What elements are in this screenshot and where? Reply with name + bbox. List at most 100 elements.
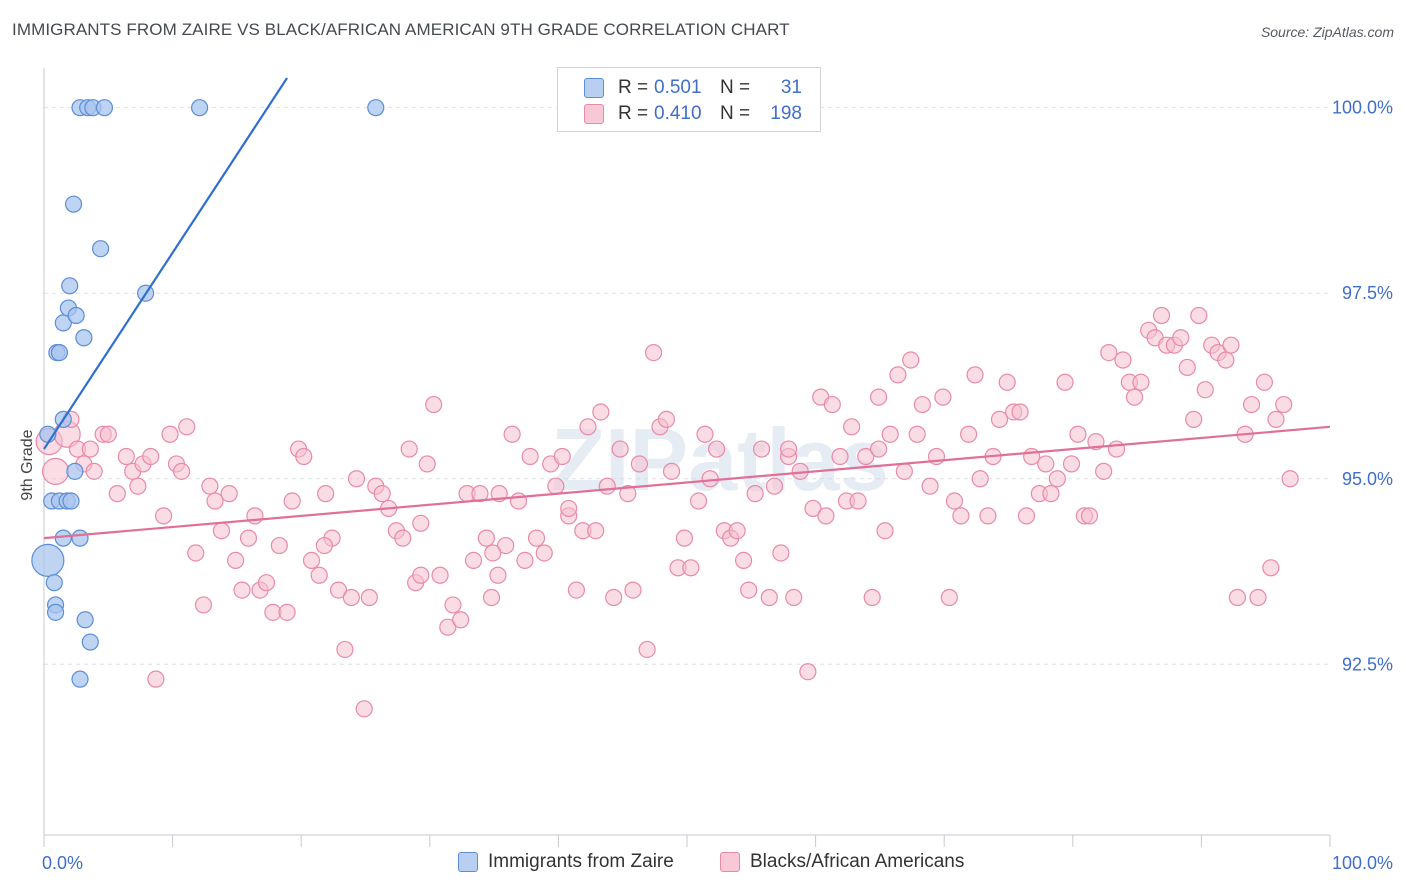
black-african-american-point: [870, 388, 888, 406]
black-african-american-point: [497, 536, 515, 555]
black-african-american-point: [509, 492, 528, 510]
legend-row-black: R = 0.410 N = 198: [584, 102, 802, 126]
black-african-american-point: [1042, 485, 1060, 503]
black-african-american-point: [644, 343, 663, 362]
black-african-american-point: [1056, 373, 1074, 391]
black-african-american-point: [477, 529, 495, 547]
zaire-point: [50, 343, 69, 362]
black-african-american-point: [701, 470, 719, 488]
black-african-american-point: [760, 588, 778, 607]
black-african-american-point: [1190, 306, 1208, 325]
x-tick-label-min: 0.0%: [42, 853, 83, 873]
black-african-american-point: [464, 551, 483, 570]
black-african-american-point: [592, 403, 610, 421]
black-african-american-point: [913, 395, 931, 414]
black-african-american-point: [239, 529, 258, 547]
black-african-american-point: [843, 418, 861, 436]
black-african-american-point: [902, 351, 920, 369]
black-african-american-point: [1080, 507, 1099, 525]
zaire-point: [67, 306, 85, 325]
black-african-american-point: [662, 462, 681, 480]
zaire-point: [71, 670, 89, 688]
black-african-american-point: [142, 447, 160, 466]
black-african-american-point: [439, 618, 457, 636]
black-african-american-point: [329, 581, 348, 599]
black-african-american-point: [516, 551, 534, 570]
black-african-american-point: [889, 366, 907, 384]
black-african-american-point: [246, 507, 264, 525]
black-african-american-point: [785, 588, 803, 607]
black-african-american-point: [876, 522, 894, 540]
zaire-point: [64, 195, 83, 213]
series-blacks-african-americans-points: [35, 306, 1299, 718]
black-african-american-point: [347, 470, 366, 488]
series-legend-black[interactable]: Blacks/African Americans: [720, 851, 964, 873]
black-african-american-point: [940, 588, 958, 607]
black-african-american-point: [108, 485, 126, 503]
black-african-american-point: [270, 536, 288, 555]
black-african-american-point: [779, 440, 798, 458]
black-african-american-point: [689, 492, 708, 510]
black-african-american-point: [1222, 336, 1240, 354]
black-african-american-point: [1178, 358, 1196, 377]
black-african-american-point: [81, 440, 99, 458]
black-african-american-point: [471, 485, 489, 503]
black-african-american-point: [336, 640, 354, 659]
zaire-point: [191, 99, 209, 117]
black-african-american-point: [187, 544, 205, 562]
black-african-american-point: [707, 440, 726, 458]
black-african-american-point: [823, 395, 841, 414]
legend-n-value: 198: [770, 103, 802, 124]
y-tick-label: 100.0%: [1332, 98, 1393, 118]
black-african-american-point: [772, 544, 790, 562]
black-african-american-point: [220, 485, 238, 503]
black-african-american-point: [233, 581, 251, 599]
legend-r-label: R =: [618, 103, 649, 124]
black-african-american-point: [1249, 588, 1267, 607]
black-african-american-point: [1048, 470, 1066, 488]
black-african-american-point: [934, 388, 952, 406]
black-african-american-point: [1023, 447, 1041, 466]
black-african-american-point: [611, 440, 629, 458]
black-african-american-point: [804, 499, 822, 518]
black-african-american-point: [587, 522, 605, 540]
black-african-american-point: [1262, 559, 1280, 577]
legend-r-value: 0.501: [654, 77, 702, 98]
black-african-american-point: [831, 447, 849, 466]
black-african-american-point: [863, 588, 881, 607]
black-african-american-point: [696, 425, 714, 443]
black-african-american-point: [560, 499, 578, 518]
zaire-point: [46, 603, 65, 621]
black-african-american-point: [310, 566, 328, 584]
black-african-american-point: [452, 611, 470, 629]
black-african-american-point: [444, 596, 462, 614]
black-african-american-point: [527, 529, 546, 547]
black-african-american-point: [945, 492, 964, 510]
legend-swatch-zaire: [584, 78, 604, 98]
black-african-american-point: [605, 588, 623, 607]
series-legend: Immigrants from Zaire Blacks/African Ame…: [0, 851, 1406, 879]
black-african-american-point: [849, 492, 867, 510]
black-african-american-point: [129, 477, 147, 495]
black-african-american-point: [921, 477, 939, 495]
series-legend-label-zaire: Immigrants from Zaire: [488, 851, 674, 872]
black-african-american-point: [817, 507, 835, 525]
black-african-american-point: [979, 507, 997, 525]
black-african-american-point: [971, 470, 989, 488]
trend-lines: [43, 77, 1331, 540]
black-african-american-point: [257, 574, 276, 592]
black-african-american-point: [675, 529, 694, 547]
black-african-american-point: [117, 447, 135, 466]
zaire-point: [91, 240, 110, 258]
black-african-american-point: [412, 566, 430, 584]
black-african-american-point: [482, 588, 501, 607]
black-african-american-point: [598, 477, 616, 495]
black-african-american-point: [553, 447, 571, 466]
black-african-american-point: [521, 447, 539, 466]
series-legend-zaire[interactable]: Immigrants from Zaire: [458, 851, 674, 873]
black-african-american-point: [355, 700, 373, 718]
black-african-american-point: [41, 457, 70, 485]
black-african-american-point: [624, 581, 642, 599]
black-african-american-point: [201, 477, 219, 495]
